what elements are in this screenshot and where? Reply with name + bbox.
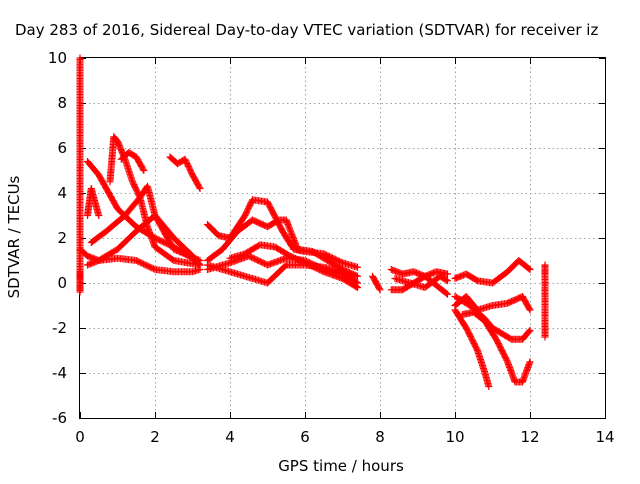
y-tick-label: -4 [52, 364, 67, 382]
x-tick-label: 8 [375, 428, 385, 446]
x-tick-label: 10 [445, 428, 464, 446]
data-point [354, 284, 361, 291]
x-tick-label: 2 [150, 428, 160, 446]
data-point [352, 272, 360, 280]
x-tick-label: 6 [300, 428, 310, 446]
data-series-3 [87, 182, 204, 264]
data-series-24 [541, 261, 549, 341]
data-point [76, 54, 84, 62]
data-point [526, 306, 534, 314]
data-series-18 [391, 272, 451, 291]
data-point [195, 183, 203, 191]
data-point [444, 270, 451, 278]
data-series-9 [76, 54, 84, 296]
data-point [376, 286, 384, 294]
data-point [485, 383, 493, 390]
data-point [525, 327, 533, 335]
data-point [375, 284, 383, 292]
data-series-22 [451, 306, 493, 390]
data-point [526, 358, 534, 366]
data-series-7 [117, 149, 148, 174]
y-tick-label: 2 [57, 229, 67, 247]
y-tick-label: -6 [52, 409, 67, 427]
y-tick-label: 6 [57, 139, 67, 157]
x-tick-label: 12 [520, 428, 539, 446]
data-point [442, 289, 450, 297]
data-point [140, 167, 148, 174]
x-tick-label: 0 [75, 428, 85, 446]
data-point [541, 333, 549, 341]
x-tick-label: 4 [225, 428, 235, 446]
data-point [354, 263, 361, 271]
y-tick-label: 8 [57, 94, 67, 112]
chart-title: Day 283 of 2016, Sidereal Day-to-day VTE… [15, 21, 598, 39]
data-marks [76, 54, 549, 390]
data-series-19 [451, 257, 534, 287]
data-point [139, 165, 147, 173]
data-series-14 [226, 241, 361, 291]
data-point [354, 272, 361, 280]
data-point [352, 283, 360, 291]
y-tick-label: 0 [57, 274, 67, 292]
data-point [442, 276, 450, 284]
data-point [526, 266, 534, 273]
data-point [526, 326, 534, 334]
data-point [95, 212, 103, 219]
data-series-6 [84, 185, 103, 219]
y-tick-label: 10 [48, 49, 67, 67]
data-series-23 [459, 308, 534, 386]
axis-ticks: 0 2 4 6 8 10 12 14 -6 -4 -2 0 2 4 6 8 10 [48, 49, 615, 446]
data-point [444, 277, 451, 285]
x-axis-label: GPS time / hours [278, 457, 404, 475]
y-tick-label: 4 [57, 184, 67, 202]
data-point [196, 185, 204, 192]
x-tick-label: 14 [595, 428, 614, 446]
data-point [525, 265, 533, 273]
y-tick-label: -2 [52, 319, 67, 337]
data-point [525, 305, 533, 313]
data-point [150, 265, 158, 273]
data-point [196, 261, 204, 269]
data-series-8 [166, 153, 204, 192]
data-series-15 [369, 272, 384, 294]
y-axis-label: SDTVAR / TECUs [5, 175, 23, 298]
data-point [444, 290, 451, 298]
